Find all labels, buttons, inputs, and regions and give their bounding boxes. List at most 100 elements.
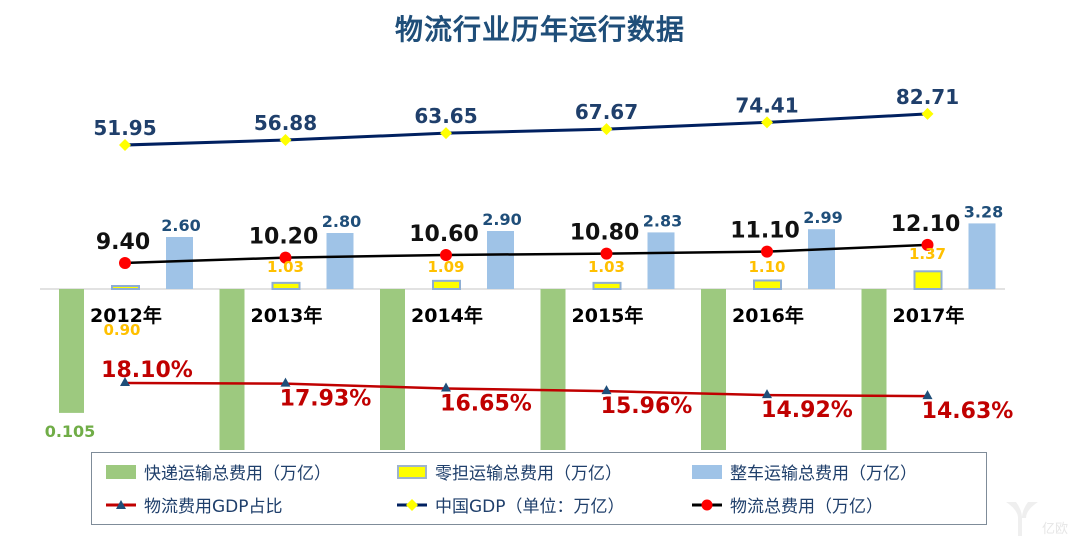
ftl-value-label: 2.90: [482, 210, 521, 229]
ftl-value-label: 2.80: [322, 212, 361, 231]
gdp-value-label: 56.88: [254, 111, 317, 135]
ftl-value-label: 2.83: [643, 211, 682, 230]
express-bar: [59, 289, 84, 413]
ftl-bar: [647, 232, 675, 289]
legend-item-ftl: 整车运输总费用（万亿）: [692, 459, 917, 484]
gdp-ratio-marker: [280, 377, 291, 387]
watermark-logo: 亿欧: [1002, 496, 1072, 537]
gdp-value-label: 82.71: [896, 85, 959, 109]
ltl-value-label: 1.37: [909, 245, 946, 263]
category-label: 2013年: [251, 304, 323, 327]
ltl-bar: [592, 281, 622, 291]
legend-label: 整车运输总费用（万亿）: [730, 464, 917, 484]
chart-legend: 快递运输总费用（万亿） 零担运输总费用（万亿） 整车运输总费用（万亿） 物流费用…: [91, 452, 987, 525]
express-bar: [701, 289, 726, 450]
legend-label: 零担运输总费用（万亿）: [435, 464, 622, 484]
gdp-ratio-label: 17.93%: [280, 387, 372, 412]
ftl-value-label: 2.60: [161, 216, 200, 235]
series-line: [124, 112, 928, 147]
ftl-bar: [808, 229, 835, 289]
logistics-total-label: 10.60: [409, 222, 479, 247]
logistics-total-marker: [921, 238, 934, 251]
logistics-total-marker: [279, 251, 292, 264]
ftl-bar: [166, 237, 193, 289]
legend-item-ltl: 零担运输总费用（万亿）: [397, 459, 622, 484]
black-line-red-circle-icon: [692, 499, 722, 510]
gdp-ratio-label: 16.65%: [440, 392, 532, 417]
green-rect-icon: [106, 464, 136, 479]
legend-label: 快递运输总费用（万亿）: [144, 464, 331, 484]
ltl-bar: [753, 279, 782, 290]
logistics-total-marker: [761, 245, 773, 258]
logistics-total-label: 12.10: [891, 212, 961, 237]
gdp-value-label: 51.95: [93, 116, 156, 140]
gdp-ratio-marker: [120, 377, 130, 386]
gdp-marker: [440, 127, 452, 140]
logistics-total-marker: [119, 257, 131, 269]
ftl-value-label: 3.28: [964, 202, 1003, 221]
gdp-value-label: 74.41: [735, 93, 798, 117]
ftl-value-label: 2.99: [803, 208, 842, 227]
series-line: [124, 381, 928, 398]
blue-rect-icon: [692, 464, 722, 479]
gdp-marker: [921, 107, 934, 120]
legend-item-logistics-total: 物流总费用（万亿）: [692, 492, 883, 517]
gdp-ratio-marker: [762, 389, 772, 399]
gdp-ratio-label: 15.96%: [601, 394, 693, 419]
yiou-logo-icon: [1006, 502, 1038, 536]
chart-plot-area: 2012年 2013年 2014年 2015年 2016年 2017年 51.95 9.40 1…: [40, 85, 1014, 450]
ltl-bar: [271, 281, 301, 291]
legend-label: 物流总费用（万亿）: [730, 497, 883, 517]
category-label: 2014年: [411, 304, 483, 327]
ltl-value-label: 1.09: [427, 258, 464, 276]
gdp-ratio-label: 14.63%: [922, 399, 1014, 424]
navy-line-yellow-diamond-icon: [397, 498, 427, 511]
gdp-value-label: 63.65: [414, 104, 477, 128]
express-bar: [540, 289, 566, 450]
ftl-bar: [968, 223, 996, 289]
category-label: 2017年: [893, 304, 965, 327]
gdp-ratio-label: 18.10%: [101, 358, 193, 383]
legend-item-gdp-ratio: 物流费用GDP占比: [106, 492, 283, 517]
ltl-value-label: 1.10: [748, 258, 785, 276]
logistics-total-marker: [440, 248, 452, 261]
category-label: 2015年: [572, 304, 644, 327]
ftl-bar: [487, 231, 514, 289]
ltl-value-label: 1.03: [267, 258, 304, 276]
chart-title: 物流行业历年运行数据: [394, 13, 685, 46]
logistics-total-label: 10.80: [570, 221, 640, 246]
series-line: [124, 243, 928, 265]
red-line-triangle-icon: [106, 499, 136, 509]
gdp-value-label: 67.67: [575, 100, 638, 124]
yellow-rect-icon: [397, 464, 427, 479]
ltl-bar: [432, 279, 461, 290]
ftl-bar: [326, 233, 354, 289]
gdp-marker: [119, 139, 131, 151]
express-bar: [219, 289, 245, 450]
ltl-value-label: 1.03: [588, 258, 625, 276]
category-label: 2012年: [90, 304, 162, 327]
gdp-ratio-marker: [922, 390, 933, 400]
express-bar: [380, 289, 405, 450]
legend-label: 中国GDP（单位：万亿）: [435, 497, 625, 517]
legend-item-express: 快递运输总费用（万亿）: [106, 459, 331, 484]
legend-label: 物流费用GDP占比: [144, 497, 283, 517]
logistics-total-label: 11.10: [730, 219, 800, 244]
legend-item-gdp: 中国GDP（单位：万亿）: [397, 492, 625, 517]
gdp-ratio-marker: [601, 385, 612, 395]
ltl-value-label: 0.90: [103, 321, 140, 339]
category-label: 2016年: [732, 304, 804, 327]
gdp-marker: [279, 134, 292, 147]
logistics-total-label: 10.20: [249, 225, 319, 250]
logistics-total-label: 9.40: [96, 230, 150, 255]
express-bar: [861, 289, 887, 450]
gdp-ratio-marker: [441, 382, 451, 392]
express-value-label: 0.105: [45, 422, 96, 441]
ltl-bar: [111, 285, 140, 290]
gdp-marker: [761, 116, 773, 129]
gdp-marker: [600, 123, 613, 136]
logistics-total-marker: [600, 247, 613, 260]
gdp-ratio-label: 14.92%: [761, 398, 853, 423]
watermark-text: 亿欧: [1042, 522, 1069, 537]
ltl-bar: [913, 270, 943, 291]
